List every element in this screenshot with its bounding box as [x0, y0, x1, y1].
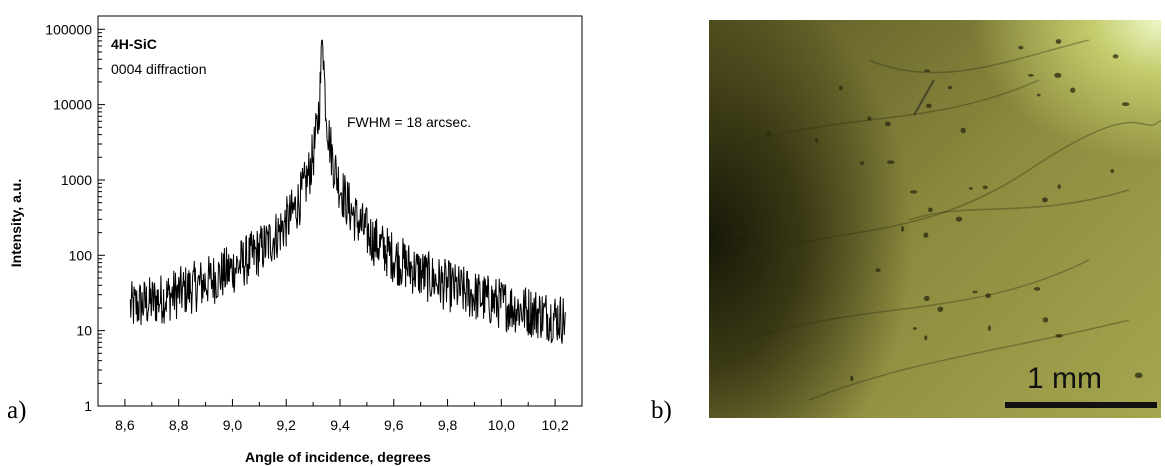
annotation-fwhm: FWHM = 18 arcsec. [347, 114, 471, 130]
defect-pit [985, 293, 991, 299]
defect-pit [815, 138, 819, 143]
y-tick-label: 100000 [45, 21, 92, 37]
scale-bar-label: 1 mm [1027, 362, 1102, 395]
x-tick-label: 9,4 [330, 417, 350, 433]
defect-pit [972, 290, 978, 294]
defect-pit [968, 187, 973, 190]
xrd-rocking-curve-chart: 1 10 100 1000 10000 100000 8,6 8,8 9,0 9,2 9,4 9,6… [8, 15, 583, 465]
y-tick-label: 100 [69, 247, 93, 263]
panel-label-a: a) [7, 397, 27, 424]
defect-pit [884, 121, 891, 127]
defect-pit [1121, 102, 1130, 107]
defect-pit [754, 262, 758, 269]
x-tick-label: 10,0 [488, 417, 515, 433]
y-tick-label: 1000 [61, 172, 92, 188]
y-tick-label: 10000 [53, 97, 92, 113]
defect-pit [1055, 334, 1063, 338]
defect-pit [1057, 184, 1061, 189]
defect-pit [1112, 54, 1119, 59]
defect-pit [756, 273, 762, 279]
defect-pit [912, 327, 917, 330]
defect-pit [947, 85, 953, 90]
x-tick-label: 9,0 [223, 417, 243, 433]
defect-pit [1036, 93, 1041, 97]
defect-pit [875, 268, 881, 272]
defect-pit [926, 103, 932, 109]
micrograph-image: 1 mm [709, 20, 1161, 418]
defect-pit [900, 226, 905, 232]
y-tick-label: 10 [76, 323, 92, 339]
x-axis-label: Angle of incidence, degrees [245, 449, 431, 465]
defect-pit [1110, 169, 1114, 174]
defect-pit [887, 160, 895, 164]
scale-bar [1005, 402, 1157, 408]
annotation-reflection: 0004 diffraction [111, 61, 206, 77]
defect-pit [1134, 372, 1143, 379]
defect-pit [955, 216, 963, 222]
defect-pit [928, 207, 933, 213]
micrograph-features [718, 39, 1161, 408]
defect-pit [736, 231, 743, 235]
defect-pit [982, 185, 988, 190]
defect-pit [867, 116, 872, 121]
defect-pit [850, 375, 854, 382]
defect-pit [1042, 317, 1049, 323]
defect-pit [1028, 74, 1034, 77]
x-tick-label: 10,2 [541, 417, 568, 433]
x-tick-label: 9,8 [438, 417, 458, 433]
defect-pit [909, 190, 918, 194]
y-tick-label: 1 [84, 398, 92, 414]
defect-pit [937, 306, 944, 312]
defect-pit [860, 161, 865, 166]
defect-pit [987, 325, 991, 331]
y-axis-label: Intensity, a.u. [8, 179, 24, 267]
defect-pit [1070, 87, 1076, 93]
x-tick-label: 9,2 [276, 417, 296, 433]
defect-pit [1018, 45, 1024, 50]
defect-pit [1055, 39, 1062, 44]
rocking-curve-line [129, 39, 566, 344]
annotation-material: 4H-SiC [111, 36, 157, 52]
defect-pit [924, 335, 928, 341]
defect-pit [1054, 72, 1062, 78]
x-tick-label: 9,6 [384, 417, 404, 433]
defect-pit [923, 295, 930, 301]
panel-label-b: b) [651, 397, 672, 424]
micrograph-background [709, 20, 1161, 418]
defect-pit [839, 85, 843, 91]
defect-pit [923, 69, 931, 72]
defect-pit [923, 232, 929, 238]
defect-pit [960, 127, 966, 134]
defect-pit [766, 130, 771, 137]
x-tick-label: 8,6 [115, 417, 135, 433]
defect-pit [1033, 287, 1041, 291]
defect-pit [1042, 197, 1048, 203]
x-tick-label: 8,8 [169, 417, 189, 433]
